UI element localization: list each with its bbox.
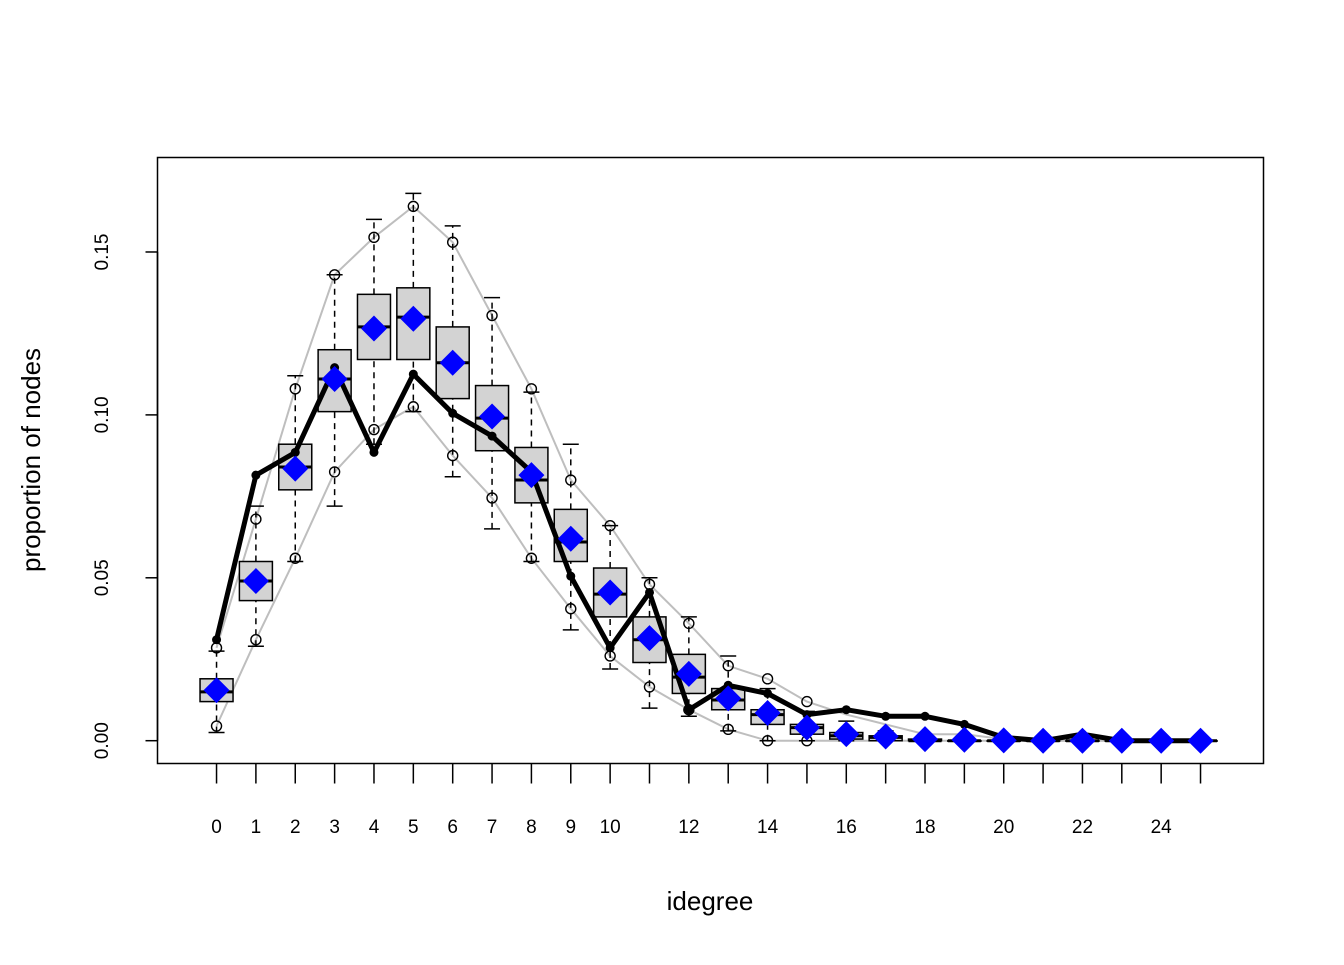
mean-marker (479, 403, 506, 430)
observed-point (920, 711, 930, 721)
observed-point (959, 719, 969, 729)
mean-marker (360, 315, 387, 342)
mean-marker (715, 685, 742, 712)
mean-marker (203, 677, 230, 704)
mean-marker (242, 568, 269, 595)
upper-bound-point (525, 383, 538, 395)
observed-line (214, 365, 1201, 744)
observed-point (723, 680, 733, 690)
observed-point (251, 470, 261, 480)
y-axis: 0.00 0.05 0.10 0.15 (92, 233, 159, 759)
mean-marker (833, 721, 860, 748)
mean-marker (1030, 727, 1057, 754)
mean-marker (400, 305, 427, 332)
mean-marker (754, 700, 781, 726)
upper-bound-point (486, 309, 498, 322)
mean-marker (439, 349, 466, 376)
mean-marker (793, 714, 820, 741)
x-axis-title: idegree (667, 886, 754, 916)
mean-marker (872, 723, 899, 750)
mean-marker (1148, 727, 1175, 754)
mean-marker (636, 625, 663, 652)
x-tick-label: 0 (211, 817, 222, 838)
x-tick-label: 12 (678, 817, 699, 838)
observed-point (369, 447, 379, 457)
mean-marker (557, 525, 584, 552)
x-tick-label: 22 (1072, 817, 1093, 838)
observed-point (290, 447, 300, 457)
x-axis: 0 1 2 3 4 5 6 7 8 9 10 12 14 16 18 20 22 24 (211, 763, 1202, 838)
x-tick-label: 2 (290, 817, 301, 838)
y-tick-label: 0.00 (92, 722, 113, 759)
y-tick-label: 0.10 (92, 396, 113, 433)
observed-point (644, 587, 654, 597)
x-tick-label: 16 (836, 817, 857, 838)
plot-frame (156, 156, 1265, 765)
upper-bound-point (801, 695, 813, 708)
x-tick-label: 9 (565, 817, 576, 838)
observed-point (212, 635, 222, 645)
mean-marker (597, 579, 624, 606)
x-tick-label: 8 (526, 817, 537, 838)
observed-line-layer (212, 363, 1206, 746)
observed-point (487, 431, 497, 441)
x-tick-label: 14 (757, 817, 779, 838)
lower-bound-point (289, 552, 301, 564)
observed-point (684, 705, 694, 715)
upper-bound-point (761, 673, 774, 685)
mean-marker (1187, 727, 1214, 754)
upper-bound-point (368, 231, 380, 244)
x-tick-label: 1 (251, 817, 262, 838)
x-tick-label: 6 (447, 817, 458, 838)
upper-bound-point (407, 200, 420, 213)
y-tick-label: 0.05 (92, 559, 113, 596)
boxplot-layer (199, 192, 1218, 743)
observed-point (802, 710, 812, 720)
x-tick-label: 7 (487, 817, 498, 838)
observed-point (881, 711, 891, 721)
mean-marker (990, 727, 1017, 754)
observed-point (448, 408, 458, 418)
observed-point (605, 643, 615, 653)
x-tick-label: 5 (408, 817, 419, 838)
mean-marker (912, 726, 939, 753)
y-axis-title: proportion of nodes (16, 348, 46, 572)
lower-bound-point (722, 723, 734, 735)
mean-marker (518, 462, 545, 489)
x-tick-label: 24 (1151, 817, 1173, 838)
y-tick-label: 0.15 (92, 233, 113, 270)
lower-bound-point (368, 423, 380, 436)
observed-point (763, 688, 773, 698)
mean-marker (282, 455, 309, 482)
observed-point (408, 369, 418, 379)
x-tick-label: 3 (329, 817, 340, 838)
mean-marker (1108, 727, 1135, 754)
mean-marker (675, 660, 702, 687)
upper-bound-line (215, 205, 1201, 742)
mean-marker-layer (203, 305, 1214, 754)
observed-point (566, 571, 576, 581)
lower-bound-point (328, 466, 341, 478)
mean-marker (951, 726, 978, 753)
lower-bound-point (525, 552, 538, 564)
observed-point (841, 705, 851, 715)
mean-marker (1069, 727, 1096, 754)
x-tick-label: 18 (914, 817, 935, 838)
x-tick-label: 20 (993, 817, 1014, 838)
x-tick-label: 10 (600, 817, 621, 838)
lower-bound-line (215, 405, 1201, 742)
x-tick-label: 4 (369, 817, 380, 838)
mean-marker (321, 366, 348, 393)
